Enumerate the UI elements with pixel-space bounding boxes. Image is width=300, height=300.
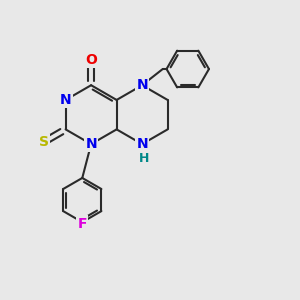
Text: S: S [39,135,49,149]
Text: O: O [85,53,97,67]
Text: F: F [77,217,87,231]
Text: H: H [138,152,149,165]
Text: N: N [136,78,148,92]
Text: N: N [136,137,148,151]
Text: N: N [60,93,71,107]
Text: N: N [85,137,97,151]
